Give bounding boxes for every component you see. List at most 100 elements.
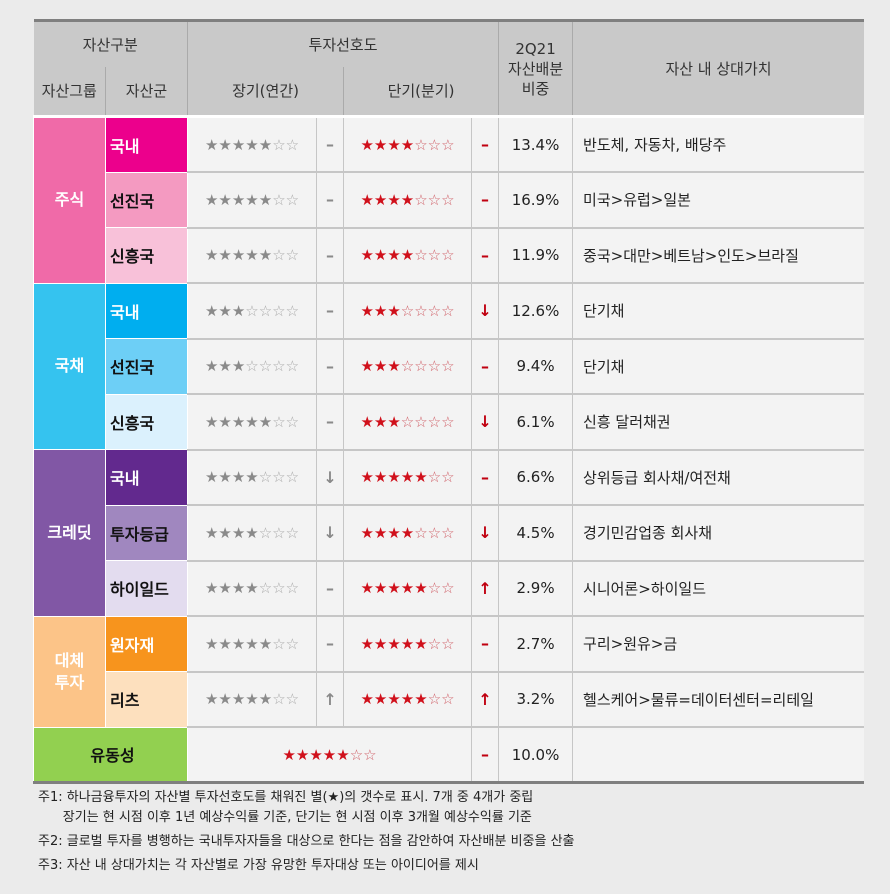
asset-cell: 하이일드 bbox=[104, 560, 189, 617]
empty-stars: ☆☆ bbox=[272, 190, 300, 209]
relative-value: 구리>원유>금 bbox=[572, 615, 864, 672]
relative-value bbox=[572, 726, 864, 783]
relative-value: 미국>유럽>일본 bbox=[572, 171, 864, 228]
relative-value: 중국>대만>베트남>인도>브라질 bbox=[572, 226, 864, 283]
long-term-change: – bbox=[316, 559, 344, 616]
short-term-change: ↓ bbox=[471, 504, 499, 561]
header-weight-line: 2Q21 bbox=[515, 39, 556, 58]
empty-stars: ☆☆ bbox=[272, 246, 300, 265]
liquidity-stars: ★★★★★☆☆ bbox=[187, 726, 472, 783]
header-short: 단기(분기) bbox=[343, 66, 499, 117]
empty-stars: ☆☆ bbox=[272, 412, 300, 431]
footnote: 장기는 현 시점 이후 1년 예상수익률 기준, 단기는 현 시점 이후 3개월… bbox=[38, 810, 532, 825]
header-long: 장기(연간) bbox=[187, 66, 344, 117]
header-asset-class: 자산구분 bbox=[33, 20, 188, 67]
filled-stars: ★★★★ bbox=[204, 468, 259, 487]
short-term-stars: ★★★★★☆☆ bbox=[343, 670, 472, 727]
short-term-change: ↓ bbox=[471, 282, 499, 339]
relative-value: 시니어론>하이일드 bbox=[572, 559, 864, 616]
asset-group-cell: 국채 bbox=[33, 282, 106, 450]
asset-cell: 국내 bbox=[104, 115, 189, 173]
allocation-weight: 10.0% bbox=[498, 726, 573, 783]
table-row: 선진국 ★★★☆☆☆☆ – ★★★☆☆☆☆ –9.4% 단기채 bbox=[34, 337, 864, 395]
short-term-stars: ★★★★☆☆☆ bbox=[343, 504, 472, 561]
asset-cell-liquidity: 유동성 bbox=[32, 726, 189, 783]
allocation-weight: 6.1% bbox=[498, 393, 573, 450]
long-term-change: – bbox=[316, 282, 344, 339]
short-term-stars: ★★★★☆☆☆ bbox=[343, 171, 472, 228]
empty-stars: ☆☆☆☆ bbox=[400, 301, 455, 320]
filled-stars: ★★★ bbox=[204, 357, 246, 376]
allocation-weight: 11.9% bbox=[498, 226, 573, 283]
asset-allocation-table: 자산구분 투자선호도 2Q21 자산배분 비중 자산 내 상대가치 자산그룹 자… bbox=[32, 19, 864, 784]
asset-cell: 신흥국 bbox=[104, 227, 189, 284]
table-row: 대체 투자 원자재 ★★★★★☆☆ – ★★★★★☆☆ –2.7% 구리>원유>금 bbox=[33, 615, 864, 728]
short-term-change: – bbox=[471, 115, 499, 172]
short-term-stars: ★★★★☆☆☆ bbox=[343, 226, 472, 283]
footnote: 주2: 글로벌 투자를 병행하는 국내투자자들을 대상으로 한다는 점을 감안하… bbox=[38, 834, 575, 849]
short-term-change: – bbox=[471, 448, 499, 505]
short-term-stars: ★★★☆☆☆☆ bbox=[343, 393, 472, 450]
filled-stars: ★★★★★ bbox=[360, 468, 428, 487]
long-term-stars: ★★★★★☆☆ bbox=[187, 226, 317, 283]
asset-cell: 국내 bbox=[104, 449, 189, 506]
long-term-stars: ★★★★★☆☆ bbox=[187, 670, 317, 727]
asset-group-cell: 크레딧 bbox=[33, 449, 106, 617]
empty-stars: ☆☆☆ bbox=[414, 523, 455, 542]
empty-stars: ☆☆☆ bbox=[258, 468, 300, 487]
asset-cell: 리츠 bbox=[104, 671, 189, 728]
liquidity-change: – bbox=[471, 726, 499, 783]
empty-stars: ☆☆☆ bbox=[414, 190, 455, 209]
table-row: 국채 국내 ★★★☆☆☆☆ – ★★★☆☆☆☆ ↓ 12.6% 단기채 bbox=[33, 282, 864, 450]
table-row: 하이일드 ★★★★☆☆☆ – ★★★★★☆☆ ↑ 2.9% 시니어론>하이일드 bbox=[34, 559, 864, 617]
empty-stars: ☆☆☆☆ bbox=[400, 412, 455, 431]
short-term-change: – bbox=[471, 226, 499, 283]
filled-stars: ★★★★ bbox=[360, 135, 415, 154]
filled-stars: ★★★★ bbox=[360, 190, 415, 209]
allocation-weight: 2.9% bbox=[498, 559, 573, 616]
empty-stars: ☆☆ bbox=[349, 745, 377, 764]
allocation-weight: 12.6% bbox=[498, 282, 573, 339]
footnote: 주3: 자산 내 상대가치는 각 자산별로 가장 유망한 투자대상 또는 아이디… bbox=[38, 858, 479, 873]
long-term-stars: ★★★★★☆☆ bbox=[187, 615, 317, 672]
asset-cell: 투자등급 bbox=[104, 504, 189, 561]
long-term-change: – bbox=[316, 171, 344, 228]
empty-stars: ☆☆☆☆ bbox=[245, 357, 300, 376]
table-row: 리츠 ★★★★★☆☆ ↑ ★★★★★☆☆ ↑ 3.2% 헬스케어>물류=데이터센터=리테일 bbox=[34, 670, 864, 728]
header-weight-line: 자산배분 bbox=[507, 59, 564, 78]
empty-stars: ☆☆ bbox=[427, 634, 455, 653]
empty-stars: ☆☆ bbox=[272, 634, 300, 653]
empty-stars: ☆☆☆ bbox=[258, 579, 300, 598]
long-term-stars: ★★★★☆☆☆ bbox=[187, 559, 317, 616]
long-term-stars: ★★★★☆☆☆ bbox=[187, 504, 317, 561]
long-term-stars: ★★★★★☆☆ bbox=[187, 115, 317, 172]
table-row: 주식 국내 ★★★★★☆☆ – ★★★★☆☆☆ –13.4% 반도체, 자동차, 배당주 bbox=[33, 115, 864, 284]
table-row: 선진국 ★★★★★☆☆ – ★★★★☆☆☆ –16.9% 미국>유럽>일본 bbox=[34, 171, 864, 228]
long-term-stars: ★★★★★☆☆ bbox=[187, 171, 317, 228]
header-weight-line: 비중 bbox=[521, 79, 550, 98]
empty-stars: ☆☆☆☆ bbox=[245, 301, 300, 320]
short-term-stars: ★★★★★☆☆ bbox=[343, 448, 472, 505]
filled-stars: ★★★★ bbox=[204, 579, 259, 598]
empty-stars: ☆☆ bbox=[272, 135, 300, 154]
filled-stars: ★★★★ bbox=[360, 523, 415, 542]
filled-stars: ★★★ bbox=[360, 357, 401, 376]
table-row: 신흥국 ★★★★★☆☆ – ★★★★☆☆☆ –11.9% 중국>대만>베트남>인도>브라질 bbox=[34, 226, 864, 284]
filled-stars: ★★★★★ bbox=[204, 135, 273, 154]
long-term-change: – bbox=[316, 337, 344, 394]
relative-value: 단기채 bbox=[572, 337, 864, 394]
long-term-change: ↓ bbox=[316, 448, 344, 505]
asset-cell: 선진국 bbox=[104, 171, 189, 228]
header-asset: 자산군 bbox=[104, 66, 188, 117]
empty-stars: ☆☆☆ bbox=[414, 246, 455, 265]
long-term-stars: ★★★☆☆☆☆ bbox=[187, 282, 317, 339]
empty-stars: ☆☆ bbox=[427, 690, 455, 709]
filled-stars: ★★★★★ bbox=[204, 634, 273, 653]
short-term-change: ↓ bbox=[471, 393, 499, 450]
filled-stars: ★★★★★ bbox=[204, 412, 273, 431]
filled-stars: ★★★★★ bbox=[360, 690, 428, 709]
filled-stars: ★★★★★ bbox=[360, 579, 428, 598]
empty-stars: ☆☆☆☆ bbox=[400, 357, 455, 376]
empty-stars: ☆☆☆ bbox=[414, 135, 455, 154]
asset-group-cell: 주식 bbox=[33, 115, 106, 284]
